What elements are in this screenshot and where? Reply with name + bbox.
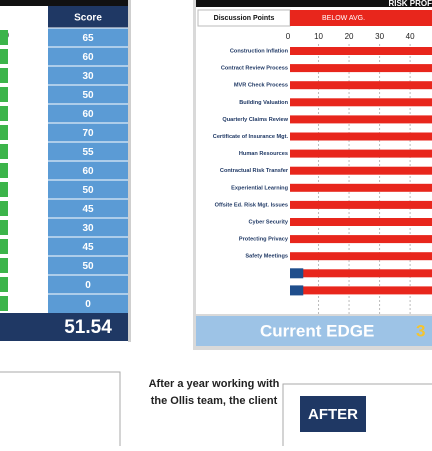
- left-bar: [0, 30, 8, 45]
- left-bar: [0, 220, 8, 235]
- x-tick-label: 0: [286, 32, 291, 41]
- score-value: 60: [82, 109, 94, 120]
- score-column: [48, 28, 128, 313]
- score-value: 0: [85, 299, 91, 310]
- category-label: Experiential Learning: [231, 185, 288, 191]
- x-tick-label: 30: [375, 32, 384, 41]
- panel-edge: [128, 0, 131, 342]
- bar: [290, 81, 432, 90]
- bar: [290, 218, 432, 226]
- after-box: [300, 396, 366, 432]
- score-header-cell: [48, 6, 128, 28]
- footer-band: [196, 316, 432, 346]
- category-label: Cyber Security: [249, 219, 289, 225]
- footer-label: Current EDGE: [260, 321, 374, 340]
- score-value: 70: [82, 128, 94, 139]
- score-value: 55: [82, 147, 94, 158]
- bar: [290, 200, 432, 209]
- bar: [290, 235, 432, 244]
- footer-score: 3: [416, 321, 425, 340]
- bar: [290, 269, 432, 278]
- left-bar: [0, 239, 8, 254]
- left-bar: [0, 277, 8, 292]
- marker-bar: [290, 285, 304, 296]
- score-value: 60: [82, 166, 94, 177]
- left-bar: [0, 258, 8, 273]
- x-tick-label: 20: [345, 32, 354, 41]
- body-text: After a year working with: [149, 378, 280, 390]
- band-label: BELOW AVG.: [322, 15, 365, 22]
- after-label: AFTER: [308, 406, 358, 423]
- category-label: Certificate of Insurance Mgt.: [213, 134, 289, 140]
- chart-plot: [290, 44, 432, 314]
- bar: [290, 166, 432, 175]
- left-box: [0, 371, 121, 446]
- bar: [290, 115, 432, 124]
- bar: [290, 252, 432, 261]
- x-tick-label: 10: [314, 32, 323, 41]
- left-bar: [0, 49, 8, 64]
- category-label: Construction Inflation: [230, 48, 289, 54]
- top-strip: [0, 0, 130, 6]
- category-label: Contract Review Process: [221, 66, 288, 72]
- score-header: Score: [74, 13, 102, 24]
- x-tick-label: 40: [406, 32, 415, 41]
- score-value: 50: [82, 90, 94, 101]
- left-bar: [0, 163, 8, 178]
- band-cell: [290, 10, 432, 26]
- column-label: Discussion Points: [214, 15, 275, 22]
- bar: [290, 64, 432, 73]
- category-label: Contractual Risk Transfer: [220, 168, 289, 174]
- left-bar: [0, 68, 8, 83]
- score-value: 45: [82, 242, 94, 253]
- category-label: Human Resources: [239, 151, 288, 157]
- category-label: Offsite Ed. Risk Mgt. Issues: [215, 202, 288, 208]
- bar: [290, 286, 432, 295]
- header-cell: [0, 6, 48, 28]
- right-box: [282, 383, 432, 446]
- title-strip: [196, 0, 432, 7]
- bar: [290, 132, 432, 141]
- category-label: Building Valuation: [239, 100, 288, 106]
- category-label: Safety Meetings: [245, 254, 288, 260]
- category-label: Quarterly Claims Review: [222, 117, 288, 123]
- score-value: 45: [82, 204, 94, 215]
- marker-bar: [290, 268, 304, 279]
- left-bar: [0, 144, 8, 159]
- score-value: 50: [82, 261, 94, 272]
- left-bar: [0, 182, 8, 197]
- total-cell: [0, 313, 128, 341]
- bar: [290, 149, 432, 158]
- bar: [290, 183, 432, 192]
- left-bar: [0, 106, 8, 121]
- score-value: 60: [82, 52, 94, 63]
- chart-title: RISK PROF: [388, 0, 432, 8]
- left-bar: [0, 87, 8, 102]
- score-value: 0: [85, 280, 91, 291]
- bar: [290, 47, 432, 55]
- left-bar: [0, 125, 8, 140]
- score-value: 30: [82, 223, 94, 234]
- category-label: MVR Check Process: [234, 83, 288, 89]
- total-score: 51.54: [64, 317, 112, 338]
- category-label: Protecting Privacy: [239, 237, 289, 243]
- body-text: the Ollis team, the client: [151, 395, 278, 407]
- bar: [290, 98, 432, 107]
- left-bar: [0, 296, 8, 311]
- left-bar: [0, 201, 8, 216]
- chart-area: [196, 7, 432, 314]
- score-value: 50: [82, 185, 94, 196]
- score-value: 65: [82, 33, 94, 44]
- score-value: 30: [82, 71, 94, 82]
